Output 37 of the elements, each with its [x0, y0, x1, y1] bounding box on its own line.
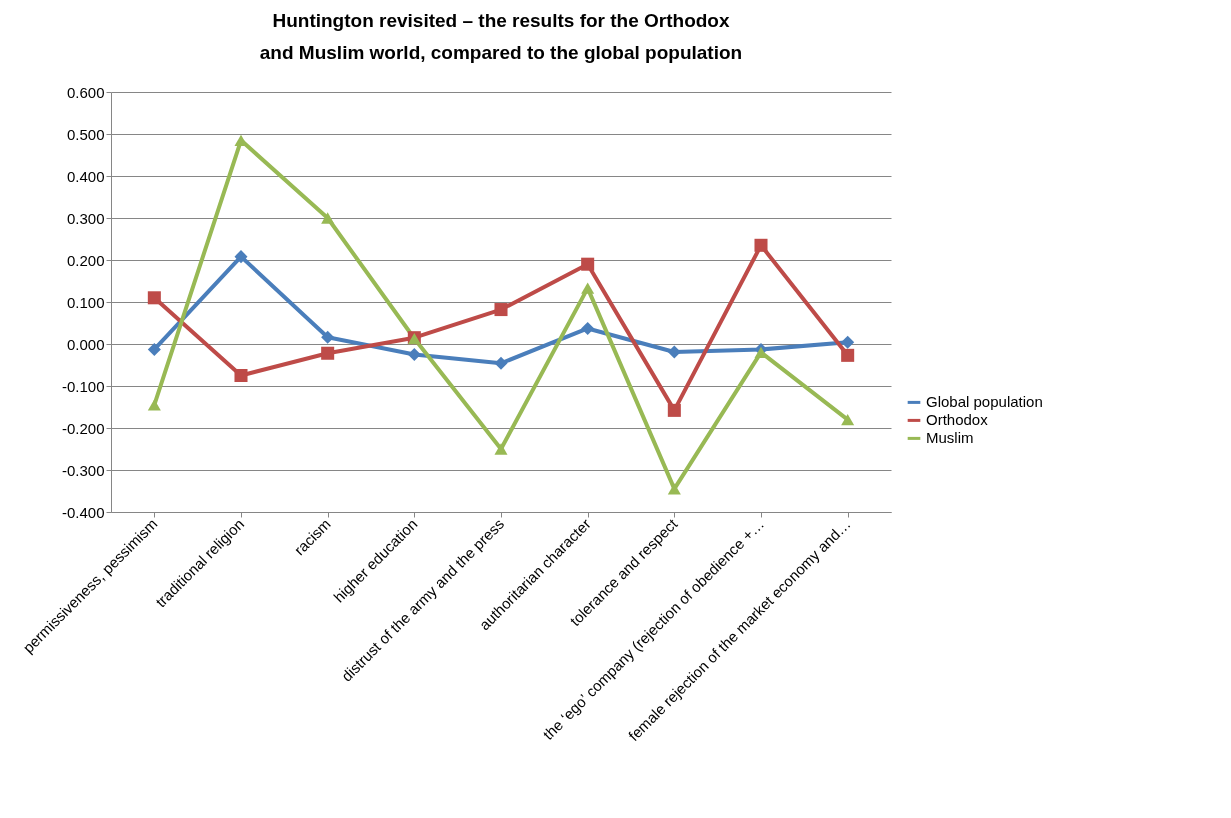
y-tick-label: -0.100 [61, 377, 105, 395]
point [667, 483, 681, 495]
point [841, 413, 855, 426]
point [581, 282, 595, 294]
y-tick-label: 0.100 [66, 293, 105, 311]
point [494, 443, 508, 455]
y-tick-label: 0.000 [66, 335, 105, 353]
point [321, 330, 335, 344]
y-tick-label: 0.300 [66, 209, 105, 227]
point [407, 347, 421, 362]
y-tick-label: -0.300 [61, 461, 105, 479]
point [667, 403, 681, 417]
point [234, 250, 248, 264]
point [321, 346, 335, 360]
point [494, 356, 508, 370]
point [841, 348, 855, 362]
point [754, 238, 768, 252]
y-tick-label: 0.400 [66, 167, 105, 185]
point [321, 212, 335, 224]
point [147, 399, 161, 411]
legend-label: Muslim [926, 429, 974, 447]
point [147, 342, 161, 356]
point [581, 321, 595, 335]
point [581, 257, 595, 271]
y-tick-label: 0.600 [66, 83, 105, 101]
legend-label: Global population [926, 393, 1043, 411]
point [494, 303, 508, 317]
legend-label: Orthodox [926, 411, 989, 429]
y-tick-label: -0.200 [61, 419, 105, 437]
point [667, 345, 681, 359]
point [841, 335, 855, 349]
point [234, 368, 248, 383]
chart-title: Huntington revisited – the results for the Orthodox and Muslim world, compared to the global population [259, 10, 743, 63]
y-tick-label: -0.400 [61, 503, 105, 521]
y-tick-label: 0.200 [66, 251, 105, 269]
y-tick-label: 0.500 [66, 125, 105, 143]
point [147, 291, 161, 305]
